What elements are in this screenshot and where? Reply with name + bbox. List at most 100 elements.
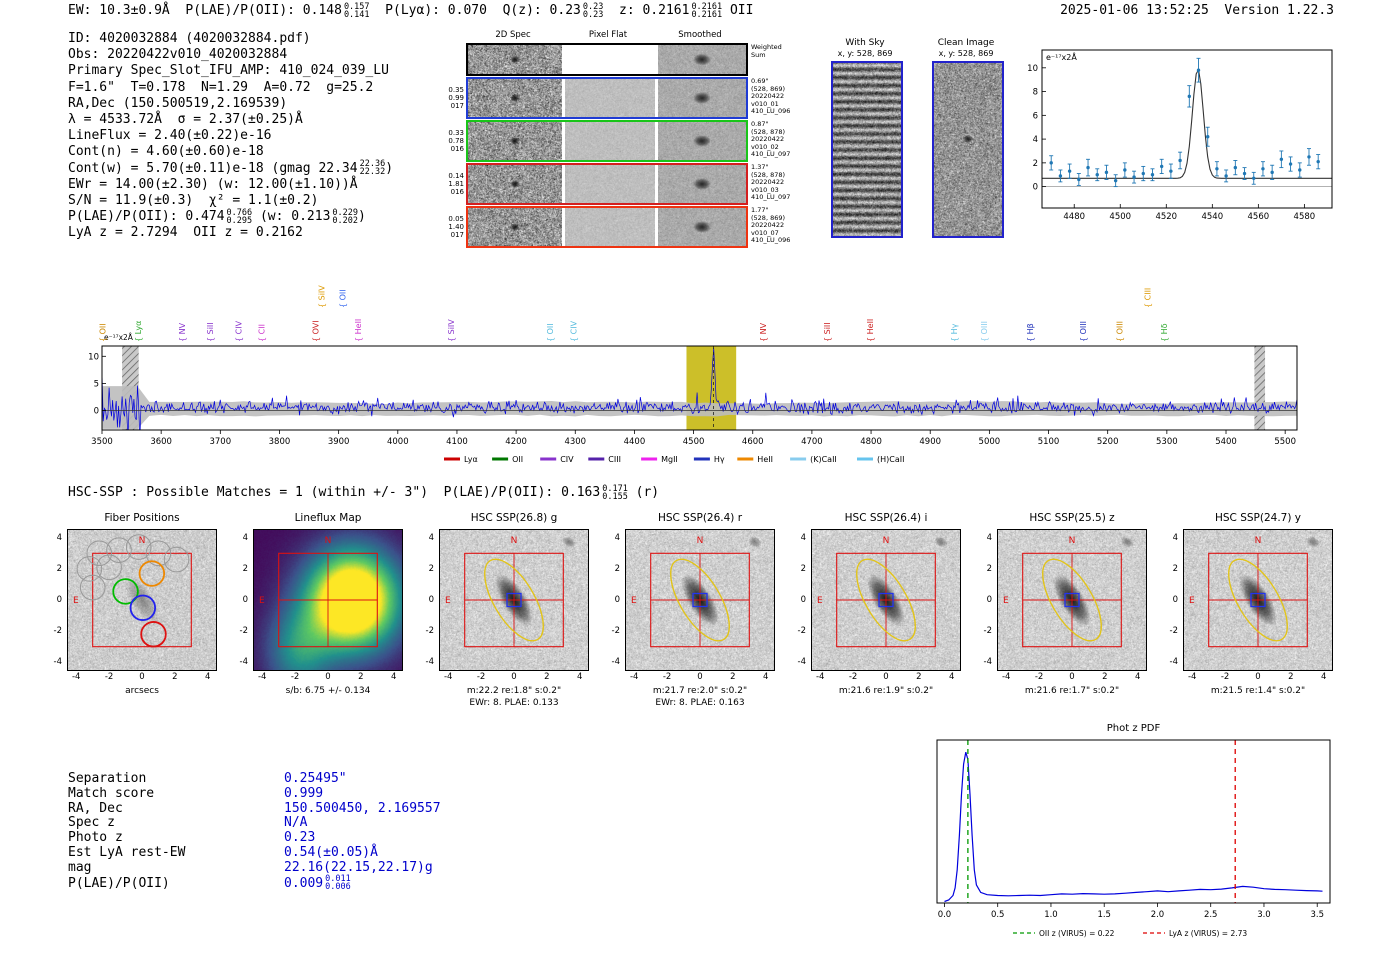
smoothed-image (658, 122, 746, 160)
x-tick-label: 2 (1288, 672, 1294, 682)
emission-line-label: { NV (178, 322, 187, 342)
y-tick-label: 0 (242, 595, 248, 606)
hi-lo-range: 0.23 0.23 (582, 1, 604, 20)
y-tick-label: 0 (56, 595, 62, 606)
spec2d-row-info: 0.87" (528, 878) 20220422 v010_02 410_LU… (751, 120, 791, 159)
match-value: N/A (284, 815, 308, 831)
spec2d-row-weights: 0.33 0.78 016 (448, 129, 464, 153)
y-tick-label: 0 (1172, 595, 1178, 606)
tick-label: 8 (1033, 88, 1038, 98)
info-line: Cont(n) = 4.60(±0.60)e-18 (68, 144, 393, 160)
spec2d-panel: 2D Spec Pixel Flat Smoothed Weighted Sum 0.3… (445, 30, 797, 255)
tick-label: 0 (1033, 183, 1038, 193)
spec2d-row (466, 43, 748, 76)
spec2d-image (468, 79, 562, 117)
data-point (1279, 157, 1284, 161)
sky-panel-title: Clean Image (937, 38, 995, 48)
x-tick-label: 2 (172, 672, 178, 682)
cutout-title: Lineflux Map (294, 512, 362, 524)
photz-svg: Phot z PDF 0.0 0.5 1.0 1.5 2.0 2.5 3.0 3.5 OII z … (936, 723, 1331, 938)
noise-band (102, 386, 1297, 429)
spec2d-row-weights: 0.14 1.81 016 (448, 172, 464, 196)
fiber-circle (145, 540, 172, 567)
match-label: Spec z (68, 815, 115, 831)
fiber-circle (129, 594, 157, 621)
x-tick-label: 4 (205, 672, 211, 682)
smoothed-image (658, 208, 746, 246)
tick-label: 4100 (446, 437, 468, 447)
tick-label: 3900 (328, 437, 350, 447)
cutout-xlabel: arcsecs (125, 686, 159, 696)
x-tick-label: -4 (71, 672, 81, 682)
data-point (1242, 171, 1247, 176)
aperture-box (1064, 592, 1080, 608)
emission-line-label: { CIII (1143, 288, 1152, 308)
aperture-box (878, 592, 894, 608)
cutout-overlay: NE (1003, 536, 1122, 648)
data-point (1077, 177, 1081, 182)
x-tick-label: -2 (662, 672, 672, 682)
fiber-circle (140, 621, 167, 648)
match-value: 0.009 (284, 875, 324, 891)
y-tick-label: -4 (425, 657, 434, 668)
data-point (1307, 155, 1311, 159)
spectrum-ylabel: e⁻¹⁷x2Å (104, 333, 134, 342)
emission-line-label: { CIV (235, 320, 244, 342)
east-label: E (73, 596, 79, 606)
photz-title: Phot z PDF (1107, 723, 1161, 734)
catalog-match-table: Separation 0.25495" Match score 0.999 RA, De… (68, 771, 441, 893)
full-spectrum-svg: 0 5 10 3500 3600 3700 3800 3900 4000 4100 4200 4300… (88, 285, 1298, 464)
spec2d-col-title: Pixel Flat (588, 30, 628, 40)
fiber-circle (106, 537, 132, 564)
match-label: RA, Dec (68, 800, 123, 816)
match-row: mag 22.16(22.15,22.17)g (68, 860, 441, 876)
hi-lo-range: 0.011 0.006 (325, 874, 351, 893)
data-point (1288, 162, 1293, 166)
x-tick-label: 2 (730, 672, 736, 682)
spec2d-row-info: 1.37" (528, 878) 20220422 v010_03 410_LU… (751, 163, 791, 202)
text-segment: LyA z = 2.7294 OII z = 0.2162 (68, 225, 303, 241)
legend-label: (K)CaII (810, 455, 837, 464)
tick-label: 3700 (209, 437, 231, 447)
text-segment: Cont(n) = 4.60(±0.60)e-18 (68, 144, 264, 160)
x-tick-label: 0 (325, 672, 331, 682)
data-point (1067, 169, 1072, 173)
y-tick-label: -4 (53, 657, 62, 668)
spec2d-row-weights: 0.35 0.99 017 (448, 86, 464, 110)
pixel-flat-image (565, 208, 655, 246)
info-line: RA,Dec (150.500519,2.169539) (68, 96, 393, 112)
cutout-xlabel: m:21.5 re:1.4" s:0.2" (1210, 686, 1306, 696)
x-tick-label: -2 (1034, 672, 1044, 682)
spec2d-image (468, 122, 562, 160)
cutout-overlay: NE (1189, 536, 1308, 648)
data-point (1298, 168, 1302, 172)
north-label: N (1069, 536, 1076, 546)
tick-label: 0 (94, 406, 99, 416)
tick-label: 5000 (979, 437, 1001, 447)
spec2d-row-info: 1.77" (528, 869) 20220422 v010_07 410_LU… (751, 206, 791, 245)
tick-label: 3.0 (1257, 910, 1271, 920)
match-value: 0.23 (284, 830, 316, 846)
datetime-version-text: 2025-01-06 13:52:25 Version 1.22.3 (1060, 3, 1334, 18)
tick-label: 4700 (801, 437, 823, 447)
data-point (1178, 158, 1182, 163)
galaxy-ellipse (670, 558, 730, 642)
tick-label: 4540 (1201, 212, 1223, 222)
gaussian-fit-curve (1042, 68, 1332, 179)
y-tick-label: -2 (983, 626, 992, 637)
info-line: ID: 4020032884 (4020032884.pdf) (68, 31, 393, 47)
aperture-box (1250, 592, 1266, 608)
east-label: E (445, 596, 451, 606)
text-segment: Cont(w) = 5.70(±0.11)e-18 (gmag 22.34 (68, 160, 358, 176)
tick-label: 4520 (1155, 212, 1177, 222)
fiber-circle (96, 554, 122, 581)
aperture-box (506, 592, 522, 608)
tick-label: 4560 (1248, 212, 1270, 222)
photz-curve (944, 751, 1323, 903)
x-tick-label: 2 (1102, 672, 1108, 682)
x-tick-label: 0 (1255, 672, 1261, 682)
info-line: LineFlux = 2.40(±0.22)e-16 (68, 128, 393, 144)
data-point (1113, 178, 1118, 183)
